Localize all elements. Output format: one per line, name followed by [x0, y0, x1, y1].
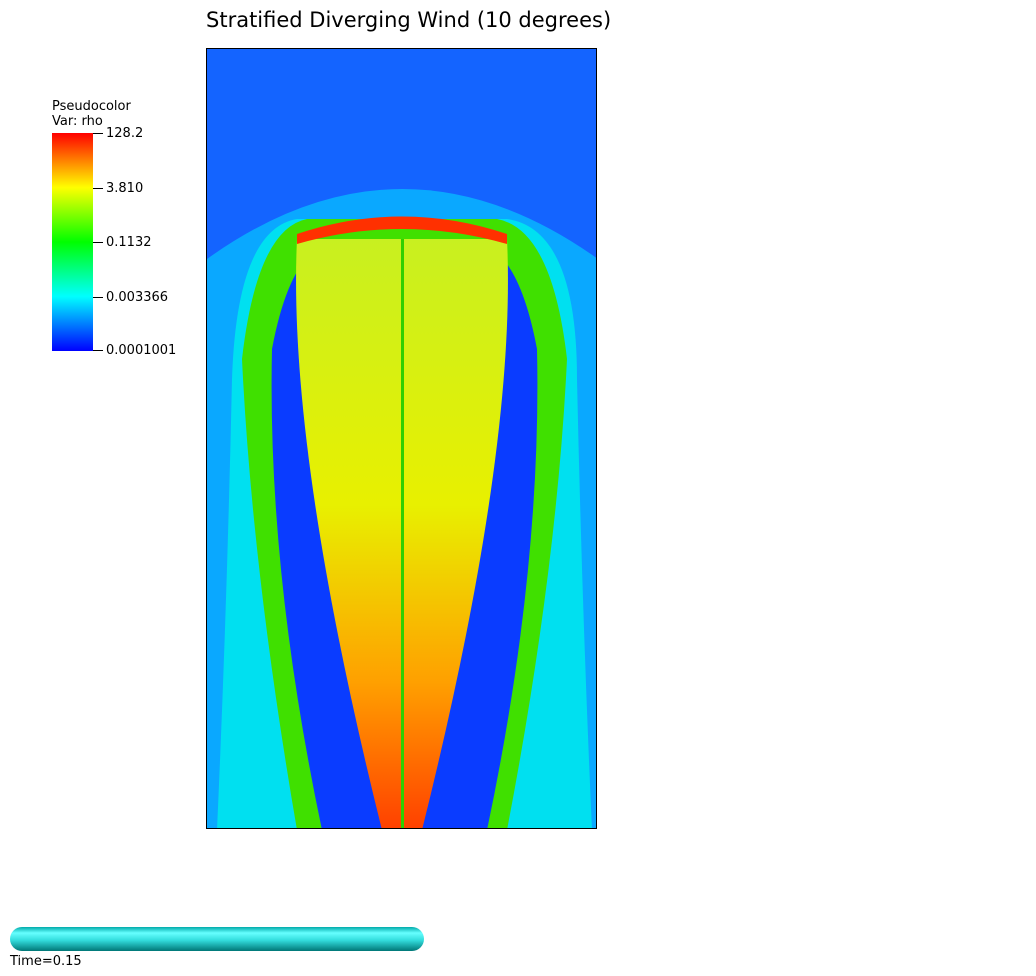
colorbar-tick	[93, 297, 103, 298]
time-slider[interactable]	[10, 927, 424, 951]
density-field	[207, 49, 596, 828]
density-plot	[206, 48, 597, 829]
colorbar-tick	[93, 242, 103, 243]
colorbar-tick	[93, 133, 103, 134]
colorbar-tick-label: 0.003366	[106, 290, 169, 305]
axis-line	[401, 239, 404, 828]
colorbar-tick-label: 3.810	[106, 181, 144, 196]
legend-plot-type: Pseudocolor	[52, 99, 131, 114]
time-label: Time=0.15	[10, 954, 82, 969]
colorbar	[52, 133, 93, 351]
colorbar-tick-label: 0.0001001	[106, 343, 177, 358]
colorbar-tick	[93, 350, 103, 351]
colorbar-tick-label: 128.2	[106, 126, 144, 141]
legend-variable: Var: rho	[52, 114, 103, 129]
colorbar-tick-label: 0.1132	[106, 235, 152, 250]
chart-title: Stratified Diverging Wind (10 degrees)	[206, 8, 612, 32]
legend-title: Pseudocolor Var: rho	[52, 99, 131, 129]
colorbar-tick	[93, 188, 103, 189]
shock-front	[297, 216, 507, 244]
